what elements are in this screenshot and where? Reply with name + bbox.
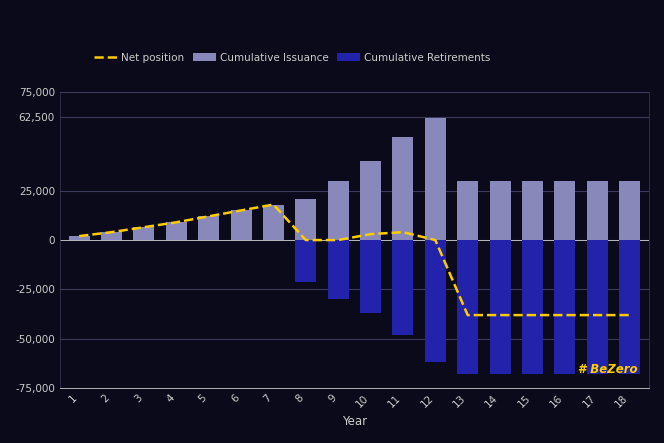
Bar [295, 198, 316, 240]
Bar [619, 240, 640, 374]
Bar [101, 232, 122, 240]
Bar [489, 181, 511, 240]
X-axis label: Year: Year [342, 415, 367, 428]
Line: Net position: Net position [79, 205, 629, 315]
Bar [522, 181, 543, 240]
Net position [432, 237, 440, 243]
Net position [334, 237, 342, 243]
Bar [327, 181, 349, 240]
Bar [619, 181, 640, 240]
Bar [392, 137, 414, 240]
Bar [295, 240, 316, 281]
Bar [133, 227, 155, 240]
Net position [173, 220, 181, 225]
Net position [140, 225, 148, 230]
Bar [554, 181, 575, 240]
Net position [75, 233, 83, 239]
Bar [425, 240, 446, 362]
Net position [529, 312, 537, 318]
Net position [593, 312, 601, 318]
Bar [263, 205, 284, 240]
Net position [237, 208, 245, 213]
Net position [270, 202, 278, 207]
Net position [367, 232, 374, 237]
Bar [457, 240, 478, 374]
Bar [327, 240, 349, 299]
Net position [399, 229, 407, 235]
Bar [587, 181, 608, 240]
Bar [425, 118, 446, 240]
Bar [360, 161, 381, 240]
Bar [68, 236, 90, 240]
Net position [625, 312, 633, 318]
Net position [561, 312, 569, 318]
Bar [166, 222, 187, 240]
Net position [302, 237, 310, 243]
Bar [587, 240, 608, 374]
Bar [457, 181, 478, 240]
Net position [496, 312, 504, 318]
Bar [489, 240, 511, 374]
Legend: Net position, Cumulative Issuance, Cumulative Retirements: Net position, Cumulative Issuance, Cumul… [94, 53, 491, 63]
Bar [522, 240, 543, 374]
Bar [198, 216, 219, 240]
Net position [205, 214, 212, 219]
Text: # BeZero: # BeZero [578, 363, 637, 376]
Net position [463, 312, 471, 318]
Bar [230, 210, 252, 240]
Bar [554, 240, 575, 374]
Bar [392, 240, 414, 335]
Bar [360, 240, 381, 313]
Net position [108, 229, 116, 235]
